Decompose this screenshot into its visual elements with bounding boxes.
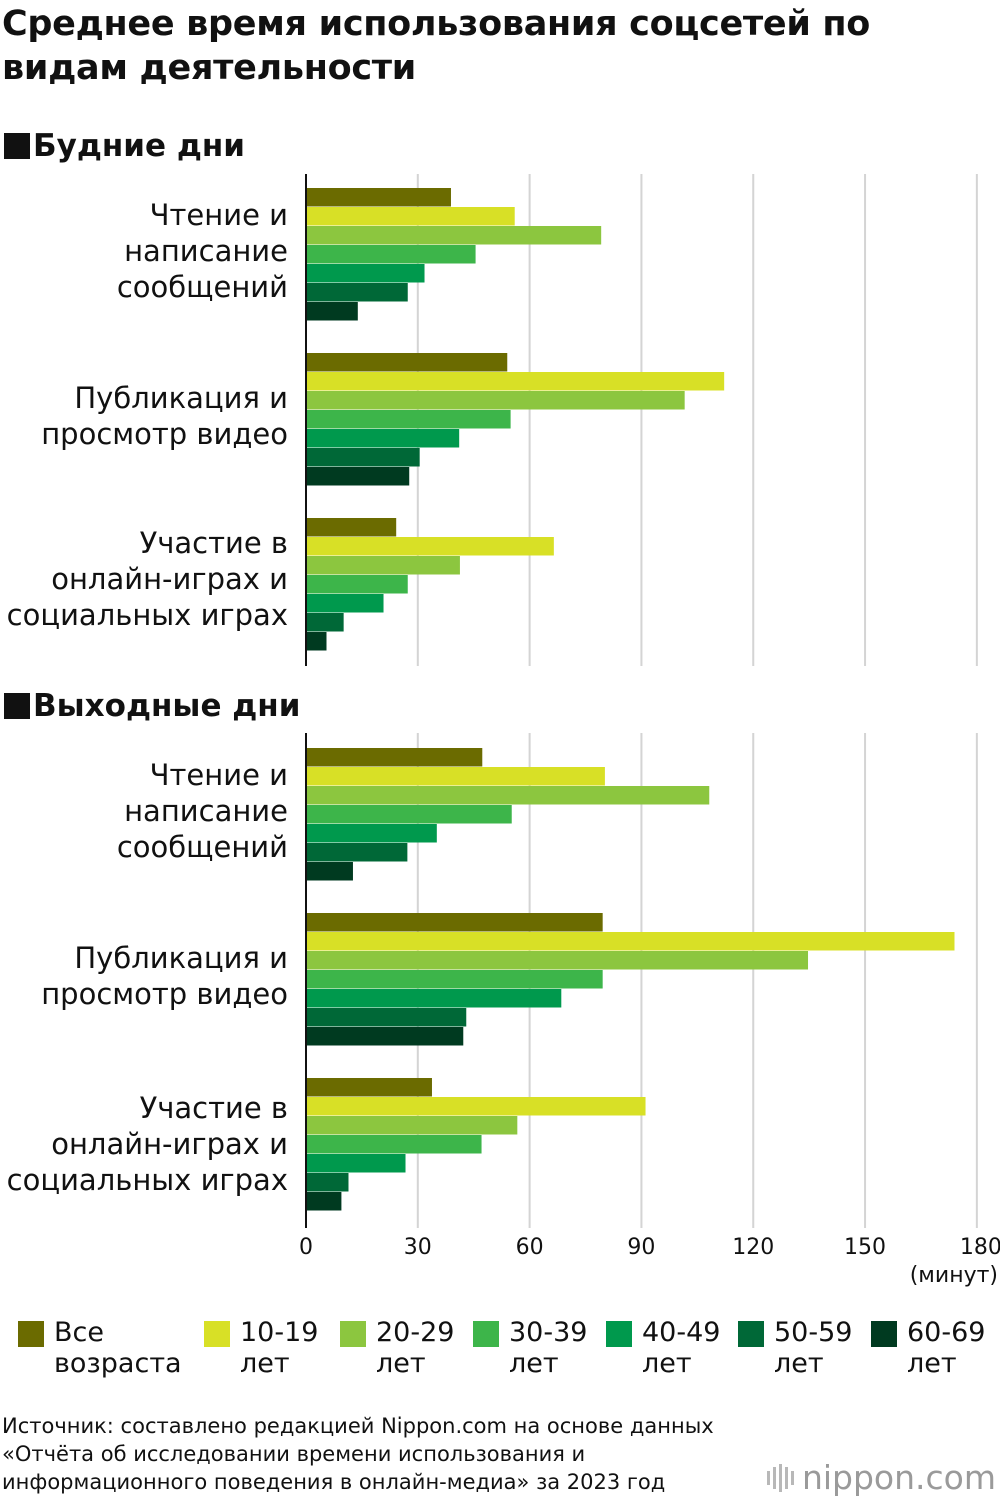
bar <box>306 748 483 767</box>
section-square-icon <box>4 693 30 719</box>
bar <box>306 613 344 632</box>
bar <box>306 302 358 321</box>
bar <box>306 372 725 391</box>
tick-label: 180 <box>960 1235 1000 1260</box>
bar <box>306 391 685 410</box>
legend-swatch <box>204 1321 230 1347</box>
legend-swatch <box>606 1321 632 1347</box>
bar <box>306 1078 432 1097</box>
bar <box>306 767 605 786</box>
bar <box>306 632 327 651</box>
bar <box>306 862 353 881</box>
bar <box>306 353 508 372</box>
bar <box>306 970 603 989</box>
bar <box>306 429 460 448</box>
bar <box>306 1135 482 1154</box>
category-label-messages-weekends: Чтение и написание сообщений <box>116 758 288 864</box>
logo-bars-icon <box>766 1463 794 1492</box>
category-label-video-weekdays: Публикация и просмотр видео <box>41 381 288 451</box>
legend-swatch <box>18 1321 44 1347</box>
tick-label: 150 <box>844 1235 886 1260</box>
bar <box>306 951 809 970</box>
category-label-video-weekends: Публикация и просмотр видео <box>41 941 288 1011</box>
bar <box>306 1008 467 1027</box>
tick-label: 120 <box>732 1235 774 1260</box>
bar <box>306 1097 646 1116</box>
bar <box>306 448 420 467</box>
bar <box>306 824 437 843</box>
category-label-games-weekends: Участие в онлайн-играх и социальных игра… <box>6 1091 288 1197</box>
bar <box>306 1116 518 1135</box>
source-note: Источник: составлено редакцией Nippon.co… <box>2 1414 714 1494</box>
legend-label: 50-59 лет <box>774 1317 853 1379</box>
bar <box>306 264 425 283</box>
axis-unit-label: (минут) <box>909 1263 998 1288</box>
bar <box>306 575 408 594</box>
nippon-logo: nippon.com <box>766 1458 996 1497</box>
legend: Все возраста 10-19 лет 20-29 лет 30-39 л… <box>18 1317 998 1387</box>
legend-label: 40-49 лет <box>642 1317 721 1379</box>
bar <box>306 932 955 951</box>
bar <box>306 537 554 556</box>
bar <box>306 594 384 613</box>
section-title-weekends: Выходные дни <box>4 688 300 724</box>
bar <box>306 283 408 302</box>
legend-item-all-ages: Все возраста <box>18 1317 182 1379</box>
bar <box>306 1192 342 1211</box>
section-title-weekdays: Будние дни <box>4 128 245 164</box>
legend-swatch <box>738 1321 764 1347</box>
tick-label: 0 <box>299 1235 313 1260</box>
legend-label: 10-19 лет <box>240 1317 319 1379</box>
bar <box>306 467 410 486</box>
chart-title: Среднее время использования соцсетей по … <box>2 4 871 88</box>
section-label: Выходные дни <box>33 688 301 724</box>
bar <box>306 226 602 245</box>
category-label-messages-weekdays: Чтение и написание сообщений <box>116 198 288 304</box>
legend-item-60-69: 60-69 лет <box>871 1317 985 1379</box>
legend-label: 20-29 лет <box>376 1317 455 1379</box>
bar <box>306 1027 464 1046</box>
tick-label: 90 <box>627 1235 655 1260</box>
bar <box>306 207 515 226</box>
bar-chart-plot: 0 30 60 90 120 150 180 <box>299 174 1000 1260</box>
legend-item-40-49: 40-49 лет <box>606 1317 720 1379</box>
bar <box>306 410 511 429</box>
category-label-games-weekdays: Участие в онлайн-играх и социальных игра… <box>6 526 288 632</box>
bar <box>306 518 397 537</box>
bar <box>306 989 562 1008</box>
section-square-icon <box>4 133 30 159</box>
bar <box>306 556 460 575</box>
legend-swatch <box>473 1321 499 1347</box>
legend-label: 30-39 лет <box>509 1317 588 1379</box>
legend-item-20-29: 20-29 лет <box>340 1317 454 1379</box>
bar <box>306 245 476 264</box>
section-label: Будние дни <box>33 128 246 164</box>
bar <box>306 1173 349 1192</box>
legend-item-50-59: 50-59 лет <box>738 1317 852 1379</box>
legend-label: Все возраста <box>54 1317 182 1379</box>
legend-item-10-19: 10-19 лет <box>204 1317 318 1379</box>
bar <box>306 188 451 207</box>
legend-label: 60-69 лет <box>907 1317 986 1379</box>
bar <box>306 913 603 932</box>
logo-text: nippon.com <box>801 1458 996 1497</box>
legend-swatch <box>871 1321 897 1347</box>
legend-swatch <box>340 1321 366 1347</box>
tick-label: 60 <box>516 1235 544 1260</box>
bar <box>306 843 408 862</box>
tick-label: 30 <box>404 1235 432 1260</box>
bar <box>306 786 710 805</box>
bar <box>306 1154 406 1173</box>
legend-item-30-39: 30-39 лет <box>473 1317 587 1379</box>
bar <box>306 805 512 824</box>
